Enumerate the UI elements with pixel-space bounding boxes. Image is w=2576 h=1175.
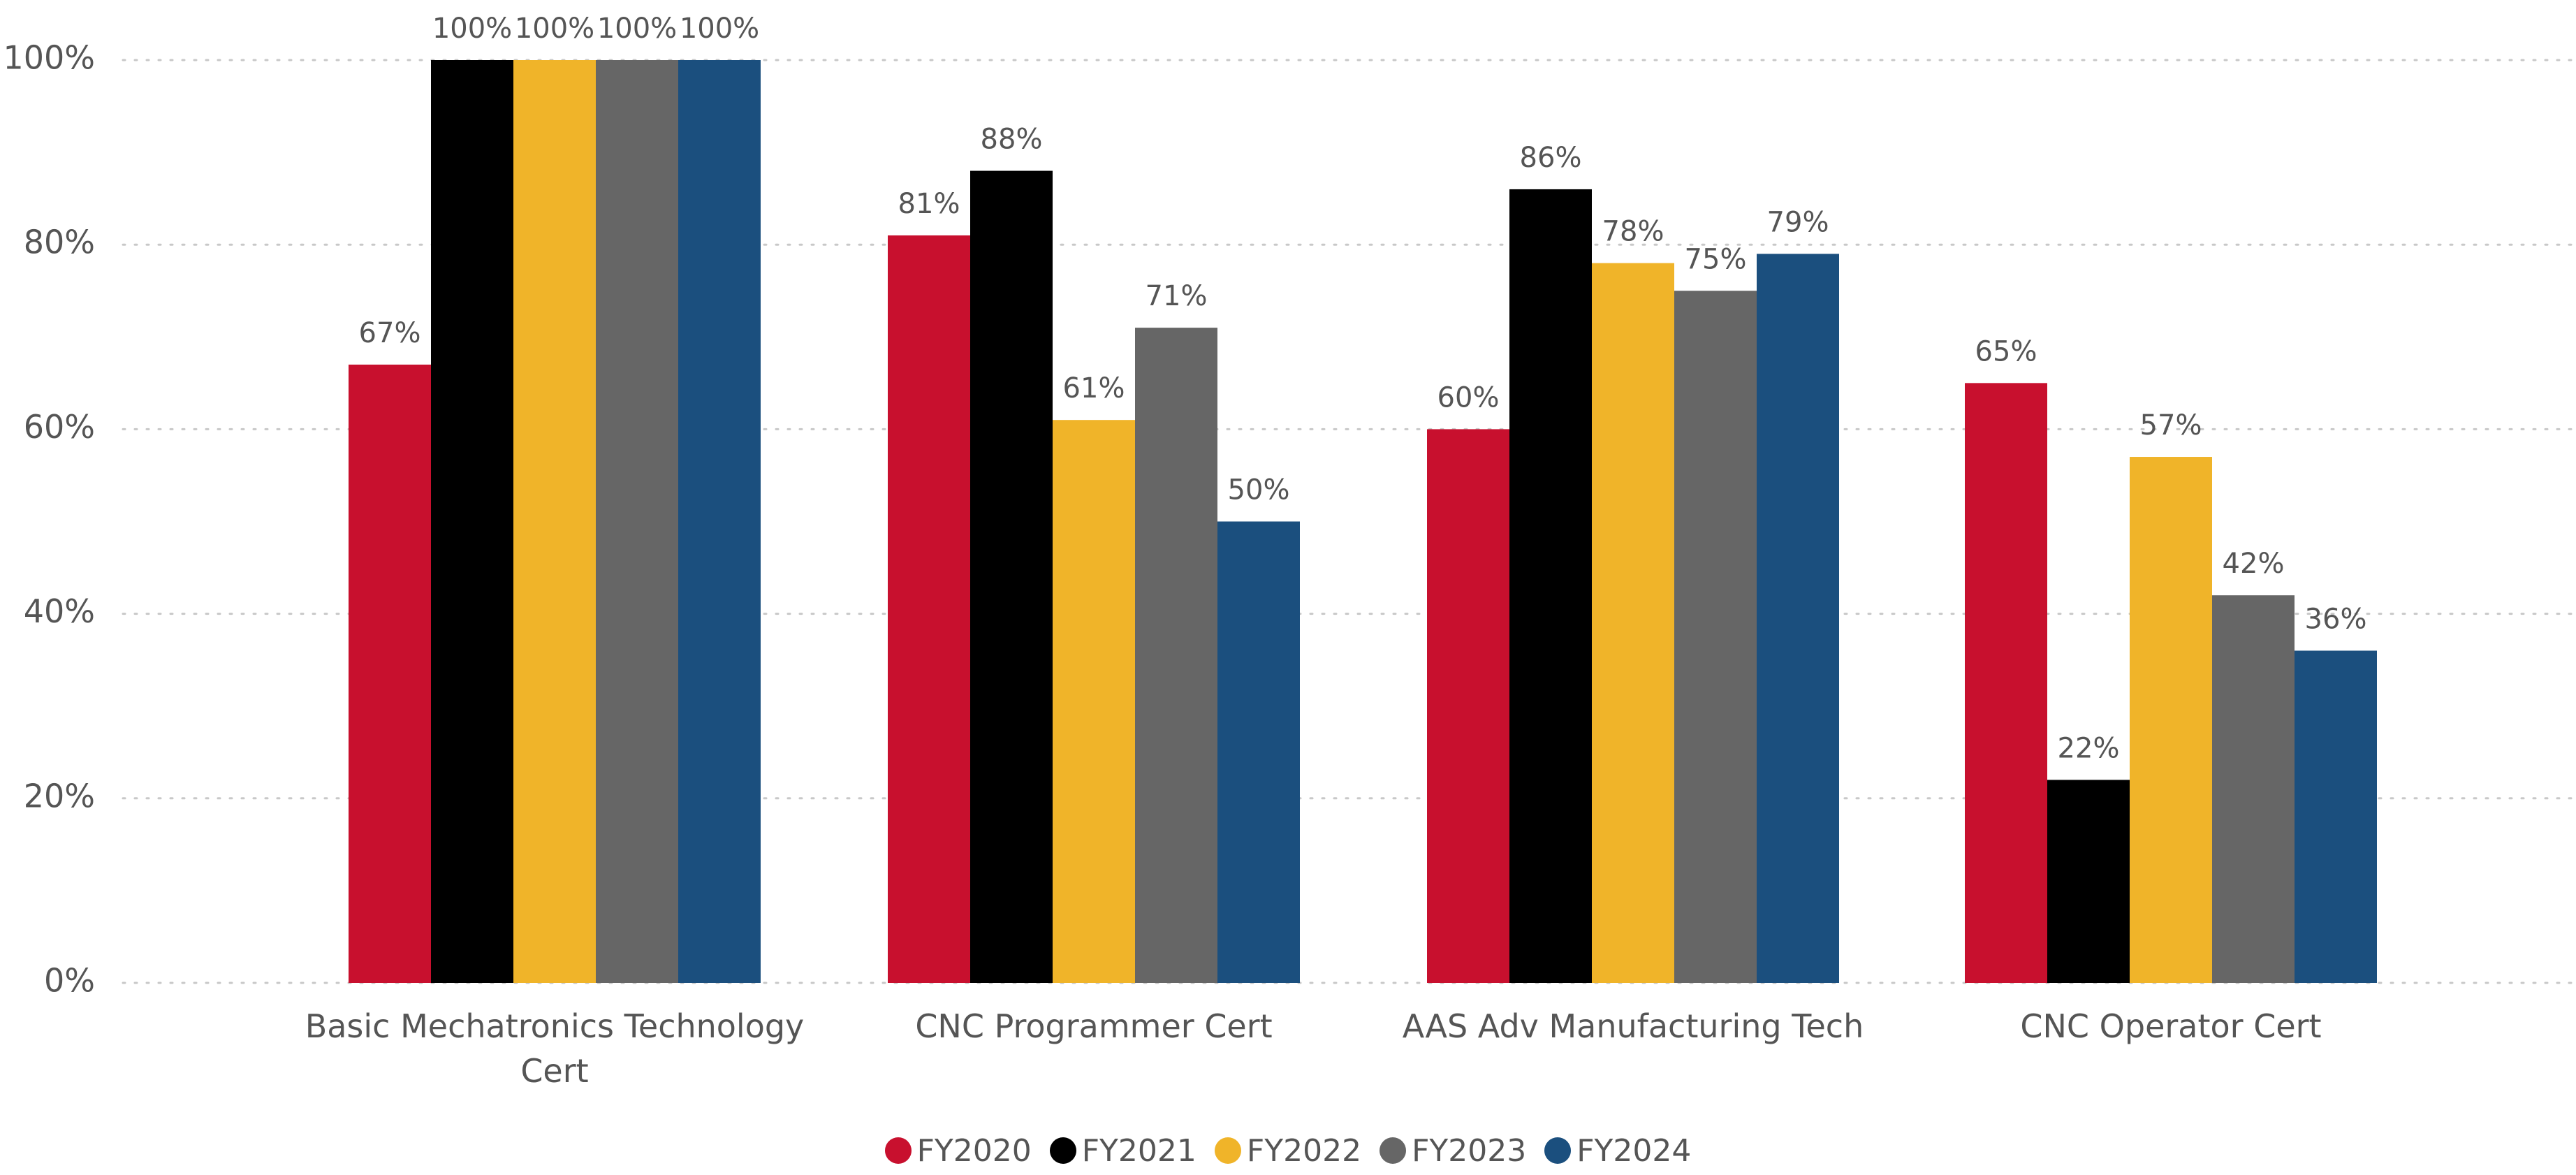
data-label: 100% — [515, 13, 594, 45]
data-label: 67% — [359, 317, 421, 349]
y-tick-label: 0% — [44, 962, 95, 1000]
data-label: 50% — [1228, 474, 1290, 506]
data-label: 88% — [981, 124, 1043, 156]
legend-item-fy2023[interactable]: FY2023 — [1380, 1133, 1526, 1169]
bar-fy2023 — [2212, 595, 2295, 983]
data-label: 57% — [2140, 409, 2202, 441]
x-category-label: CNC Operator Cert — [2020, 1007, 2321, 1045]
x-category-label: Basic Mechatronics Technology — [305, 1007, 805, 1045]
data-label: 81% — [898, 188, 960, 220]
bar-fy2021 — [970, 170, 1053, 983]
data-label: 100% — [432, 13, 512, 45]
bar-fy2020 — [1427, 429, 1509, 983]
bar-fy2021 — [431, 60, 513, 983]
x-category-label: Cert — [520, 1052, 588, 1090]
legend-item-fy2022[interactable]: FY2022 — [1214, 1132, 1362, 1169]
data-label: 22% — [2058, 732, 2120, 764]
y-tick-label: 40% — [24, 592, 95, 630]
y-tick-label: 100% — [3, 39, 95, 77]
data-label: 42% — [2223, 548, 2285, 580]
legend-label: FY2023 — [1412, 1132, 1527, 1169]
legend-swatch — [1049, 1137, 1076, 1164]
data-labels: 67% 81% 60% 65% 100% 88% 86% 22% 100% 61% 78% 57% 10… — [359, 13, 2367, 764]
data-label: 100% — [597, 13, 677, 45]
data-label: 78% — [1602, 216, 1664, 248]
legend-swatch — [1214, 1137, 1241, 1164]
bar-chart: 0% 20% 40% 60% 80% 100% 67% 81% 60% 65% 100% 88% 86… — [3, 13, 2576, 1090]
legend-swatch — [884, 1137, 912, 1164]
data-label: 86% — [1520, 142, 1582, 174]
legend-item-fy2024[interactable]: FY2024 — [1544, 1133, 1691, 1169]
legend: FY2020 FY2021 FY2022 FY2023 FY2024 — [0, 1126, 2576, 1175]
data-label: 60% — [1437, 381, 1500, 414]
bar-fy2020 — [1965, 383, 2047, 983]
data-label: 100% — [680, 13, 759, 45]
x-category-label: AAS Adv Manufacturing Tech — [1403, 1007, 1864, 1045]
bar-fy2022 — [1592, 263, 1674, 983]
y-tick-label: 60% — [24, 408, 95, 446]
bars — [349, 60, 2377, 984]
bar-fy2021 — [2047, 780, 2130, 983]
bar-fy2020 — [349, 364, 431, 983]
data-label: 61% — [1063, 372, 1125, 404]
y-axis-tick-labels: 0% 20% 40% 60% 80% 100% — [3, 39, 95, 1000]
legend-label: FY2021 — [1081, 1132, 1196, 1169]
legend-label: FY2020 — [916, 1132, 1032, 1169]
legend-item-fy2020[interactable]: FY2020 — [884, 1132, 1032, 1169]
data-label: 75% — [1685, 243, 1747, 275]
y-tick-label: 20% — [24, 777, 95, 815]
data-label: 79% — [1767, 206, 1829, 238]
bar-fy2024 — [678, 60, 761, 983]
bar-fy2022 — [2130, 457, 2212, 983]
bar-fy2024 — [2295, 650, 2377, 983]
bar-fy2023 — [596, 60, 678, 983]
data-label: 71% — [1146, 280, 1208, 312]
x-axis-category-labels: Basic Mechatronics Technology Cert CNC Pro… — [305, 1007, 2322, 1090]
bar-fy2021 — [1509, 189, 1592, 984]
legend-item-fy2021[interactable]: FY2021 — [1049, 1132, 1196, 1169]
legend-label: FY2024 — [1576, 1132, 1692, 1169]
legend-swatch — [1544, 1137, 1572, 1164]
y-tick-label: 80% — [24, 224, 95, 261]
bar-fy2023 — [1674, 291, 1757, 983]
data-label: 36% — [2305, 603, 2367, 635]
bar-fy2022 — [1053, 420, 1135, 983]
legend-label: FY2022 — [1246, 1132, 1362, 1169]
data-label: 65% — [1975, 335, 2037, 367]
bar-fy2024 — [1217, 521, 1300, 983]
x-category-label: CNC Programmer Cert — [915, 1007, 1272, 1045]
bar-fy2024 — [1757, 254, 1839, 983]
bar-fy2022 — [513, 60, 596, 983]
bar-fy2023 — [1135, 328, 1217, 984]
bar-fy2020 — [888, 235, 970, 983]
legend-swatch — [1380, 1137, 1407, 1164]
